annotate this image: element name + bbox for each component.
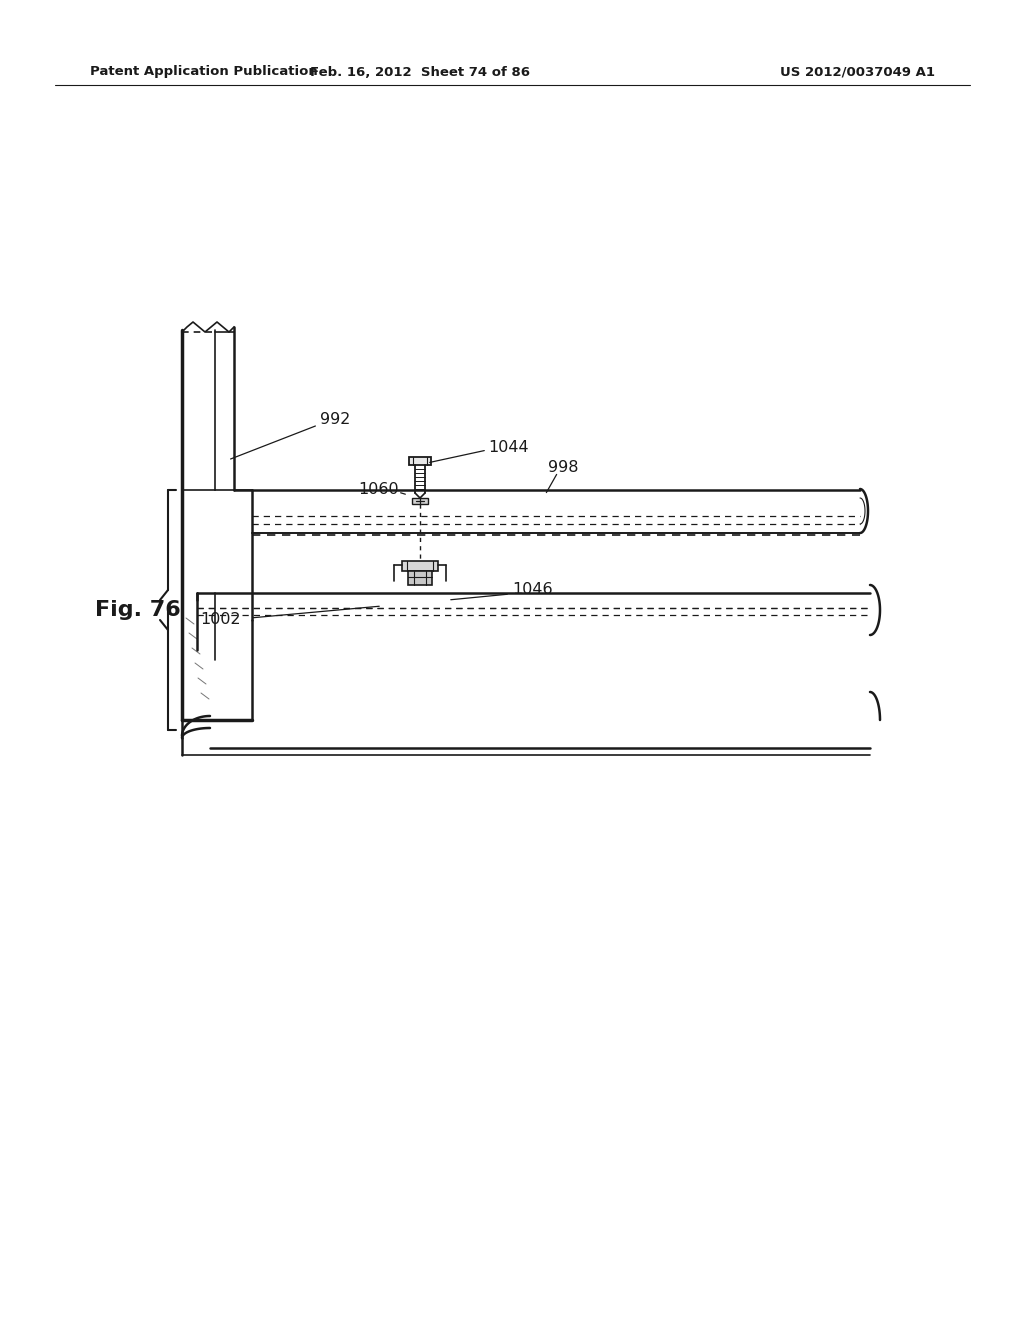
FancyBboxPatch shape xyxy=(408,572,432,585)
Text: 1002: 1002 xyxy=(200,612,241,627)
Text: US 2012/0037049 A1: US 2012/0037049 A1 xyxy=(780,66,935,78)
Text: 998: 998 xyxy=(548,461,579,475)
Text: Feb. 16, 2012  Sheet 74 of 86: Feb. 16, 2012 Sheet 74 of 86 xyxy=(310,66,530,78)
Text: Patent Application Publication: Patent Application Publication xyxy=(90,66,317,78)
Text: 1060: 1060 xyxy=(358,483,398,498)
FancyBboxPatch shape xyxy=(402,561,438,572)
FancyBboxPatch shape xyxy=(409,457,431,465)
FancyBboxPatch shape xyxy=(412,498,428,504)
Text: 1044: 1044 xyxy=(488,441,528,455)
Text: Fig. 76: Fig. 76 xyxy=(95,601,181,620)
Text: 992: 992 xyxy=(319,412,350,428)
Text: 1046: 1046 xyxy=(512,582,553,598)
